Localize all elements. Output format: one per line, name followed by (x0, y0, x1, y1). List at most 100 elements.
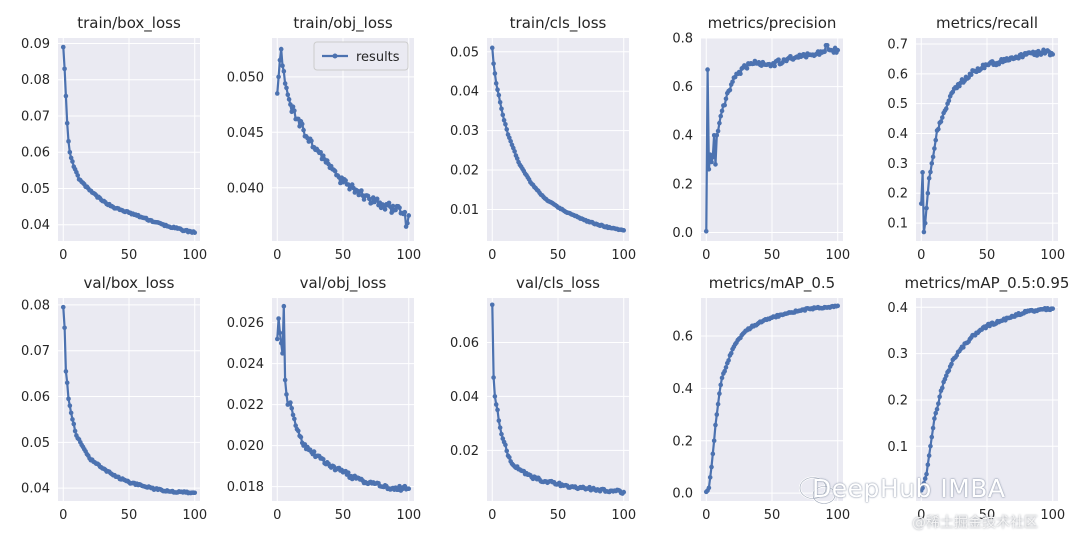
data-point (489, 302, 495, 308)
data-point (390, 203, 396, 209)
y-tick-label: 0.6 (887, 67, 908, 82)
y-tick-label: 0.02 (450, 444, 479, 459)
data-point (70, 417, 75, 422)
data-point (717, 120, 722, 126)
y-tick-label: 0.07 (21, 344, 50, 359)
data-point (301, 127, 306, 133)
x-tick-label: 100 (825, 508, 850, 523)
data-point (718, 382, 724, 388)
data-point (929, 434, 935, 440)
data-point (286, 97, 292, 102)
x-tick-label: 50 (764, 248, 781, 263)
y-tick-label: 0.050 (227, 70, 264, 85)
y-tick-label: 0.06 (21, 146, 50, 161)
subplot-title: metrics/mAP_0.5 (709, 274, 835, 293)
y-tick-label: 0.01 (450, 203, 479, 218)
subplot-val-cls-loss: 0 50 100 0.02 0.04 0.06 val/cls_loss (450, 274, 636, 523)
data-point (493, 402, 499, 407)
x-tick-label: 50 (121, 508, 138, 523)
x-tick-label: 0 (59, 248, 67, 263)
data-point (318, 149, 323, 155)
data-point (278, 340, 284, 346)
data-point (776, 57, 781, 62)
subplot-metrics-recall: 0 50 100 0.1 0.2 0.3 0.4 0.5 0.6 0.7 metrics/recal… (887, 14, 1065, 263)
data-point (501, 118, 507, 123)
data-point (397, 483, 402, 489)
subplot-metrics-map-0-5-0-95: 0 50 100 0.1 0.2 0.3 0.4 metrics/mAP_0.5:0.95 (887, 274, 1069, 523)
subplot-title: val/cls_loss (516, 274, 600, 293)
data-point (715, 128, 721, 134)
y-tick-label: 0.09 (21, 37, 50, 52)
x-tick-label: 0 (59, 508, 67, 523)
subplot-val-box-loss: 0 50 100 0.04 0.05 0.06 0.07 0.08 val/box_loss (21, 274, 207, 523)
data-point (347, 186, 352, 192)
data-point (710, 451, 716, 457)
y-tick-label: 0.05 (450, 45, 479, 60)
x-tick-label: 50 (550, 248, 567, 263)
data-point (504, 127, 510, 132)
x-tick-label: 100 (825, 248, 850, 263)
data-point (926, 453, 932, 458)
y-tick-label: 0.2 (672, 434, 693, 449)
data-point (406, 213, 412, 218)
data-point (393, 207, 398, 213)
y-tick-label: 0.6 (672, 80, 693, 95)
data-point (512, 149, 517, 154)
data-point (497, 425, 503, 430)
subplot-title: metrics/mAP_0.5:0.95 (905, 274, 1070, 293)
y-tick-label: 0.045 (227, 126, 264, 141)
y-tick-label: 0.02 (450, 164, 479, 179)
data-point (714, 412, 720, 417)
data-point (386, 200, 392, 206)
data-point (937, 394, 942, 400)
data-point (703, 228, 709, 234)
y-tick-label: 0.2 (887, 187, 908, 202)
data-point (68, 155, 74, 161)
data-point (621, 228, 627, 233)
data-point (726, 358, 731, 363)
data-point (359, 188, 364, 193)
data-point (938, 119, 944, 124)
x-tick-label: 0 (702, 508, 710, 523)
data-point (71, 421, 77, 427)
y-tick-label: 0.018 (227, 480, 264, 495)
data-point (60, 44, 66, 50)
data-point (925, 462, 931, 468)
y-tick-label: 0.1 (887, 440, 908, 455)
x-tick-label: 50 (979, 508, 996, 523)
data-point (921, 481, 927, 486)
y-tick-label: 0.020 (227, 439, 264, 454)
data-point (64, 380, 70, 386)
data-point (824, 42, 830, 48)
data-point (324, 158, 330, 163)
subplot-metrics-precision: 0 50 100 0.0 0.2 0.4 0.6 0.8 metrics/precision (672, 14, 850, 263)
y-tick-label: 0.04 (450, 390, 479, 405)
data-point (289, 405, 295, 411)
data-point (922, 476, 928, 481)
y-tick-label: 0.2 (887, 393, 908, 408)
data-point (936, 401, 941, 406)
x-tick-label: 0 (702, 248, 710, 263)
x-tick-label: 50 (979, 248, 996, 263)
data-point (723, 365, 729, 370)
y-tick-label: 0.0 (672, 226, 693, 241)
y-tick-label: 0.08 (21, 73, 50, 88)
data-point (293, 423, 298, 428)
data-point (920, 485, 925, 491)
data-point (706, 166, 712, 172)
y-tick-label: 0.6 (672, 329, 693, 344)
watermark-main: DeepHub IMBA (812, 474, 1006, 503)
y-tick-label: 0.3 (887, 157, 908, 172)
data-point (496, 92, 502, 98)
y-tick-label: 0.022 (227, 398, 264, 413)
data-point (500, 112, 506, 118)
subplot-title: metrics/precision (708, 14, 837, 32)
data-point (491, 61, 496, 66)
subplot-title: val/obj_loss (300, 274, 387, 293)
y-tick-label: 0.2 (672, 177, 693, 192)
data-point (290, 412, 296, 418)
data-point (822, 49, 827, 55)
y-tick-label: 0.06 (450, 336, 479, 351)
subplot-train-obj-loss: 0 50 100 0.040 0.045 0.050 train/obj_lossresul… (227, 14, 421, 263)
